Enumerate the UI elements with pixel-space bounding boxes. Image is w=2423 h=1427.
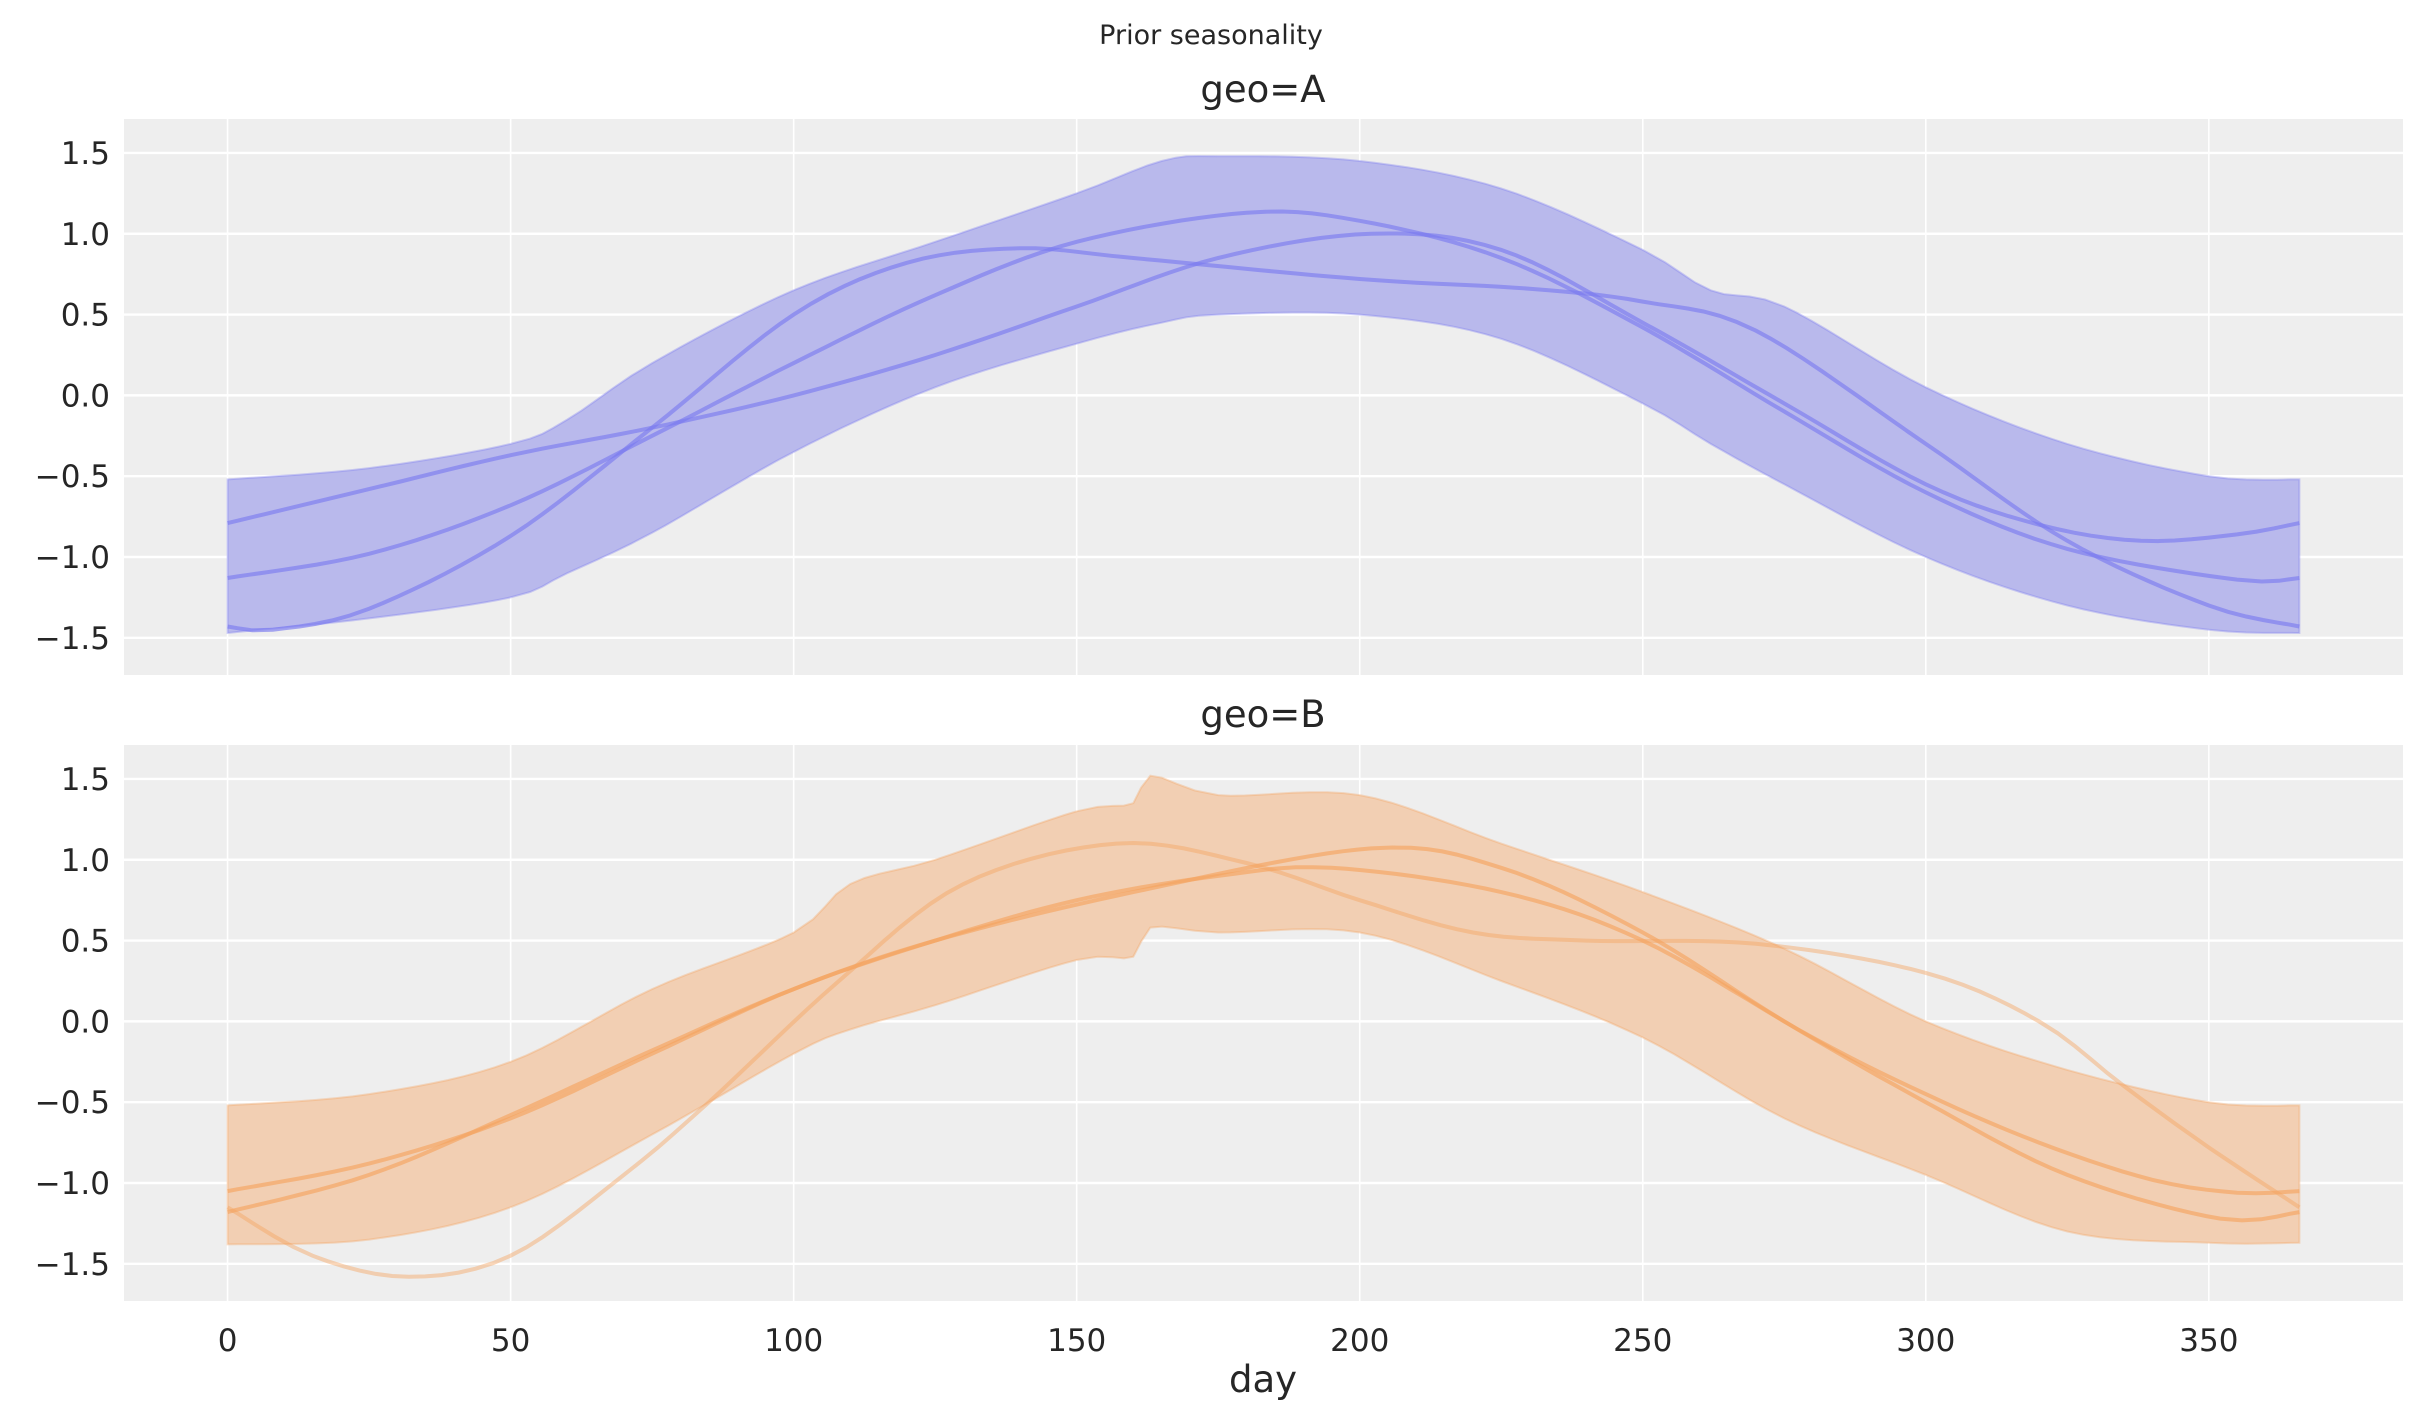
y-tick-label: −0.5 bbox=[35, 1085, 110, 1121]
y-tick-label: 0.0 bbox=[61, 378, 110, 414]
x-tick-label: 50 bbox=[491, 1323, 530, 1359]
series-line bbox=[227, 209, 2300, 584]
y-tick-label: 1.0 bbox=[61, 217, 110, 253]
x-tick-label: 0 bbox=[218, 1323, 238, 1359]
y-tick-label: −0.5 bbox=[35, 459, 110, 495]
y-tick-label: −1.5 bbox=[35, 1247, 110, 1283]
y-tick-label: 0.5 bbox=[61, 924, 110, 960]
panel-geo-a: −1.5 −1.0 −0.5 0.0 0.5 1.0 1.5 bbox=[35, 119, 2403, 675]
x-tick-label: 250 bbox=[1613, 1323, 1672, 1359]
series-line bbox=[226, 840, 2301, 1279]
series-line bbox=[227, 865, 2300, 1196]
y-tick-label: 1.5 bbox=[61, 762, 110, 798]
y-tick-label: 1.0 bbox=[61, 843, 110, 879]
x-tick-label: 200 bbox=[1330, 1323, 1389, 1359]
series-line bbox=[227, 845, 2300, 1223]
series-line bbox=[227, 231, 2300, 544]
y-tick-label: 0.5 bbox=[61, 298, 110, 334]
x-tick-label: 100 bbox=[764, 1323, 823, 1359]
y-tick-label: −1.0 bbox=[35, 1166, 110, 1202]
y-tick-label: −1.5 bbox=[35, 621, 110, 657]
x-tick-label: 150 bbox=[1047, 1323, 1106, 1359]
series-line bbox=[227, 246, 2300, 633]
y-tick-label: 0.0 bbox=[61, 1004, 110, 1040]
x-axis-label: day bbox=[1229, 1358, 1297, 1401]
x-tick-label: 350 bbox=[2179, 1323, 2238, 1359]
panel-title-a: geo=A bbox=[1200, 68, 1325, 111]
panel-title-b: geo=B bbox=[1200, 693, 1325, 736]
x-tick-label: 300 bbox=[1896, 1323, 1955, 1359]
hdi-band bbox=[226, 155, 2301, 635]
y-tick-label: −1.0 bbox=[35, 540, 110, 576]
y-tick-label: 1.5 bbox=[61, 136, 110, 172]
panel-geo-b: 0 50 100 150 200 250 300 350 −1.5 −1.0 −0.5 0.0 0.5 1… bbox=[35, 745, 2403, 1359]
figure-title: Prior seasonality bbox=[1099, 20, 1323, 51]
